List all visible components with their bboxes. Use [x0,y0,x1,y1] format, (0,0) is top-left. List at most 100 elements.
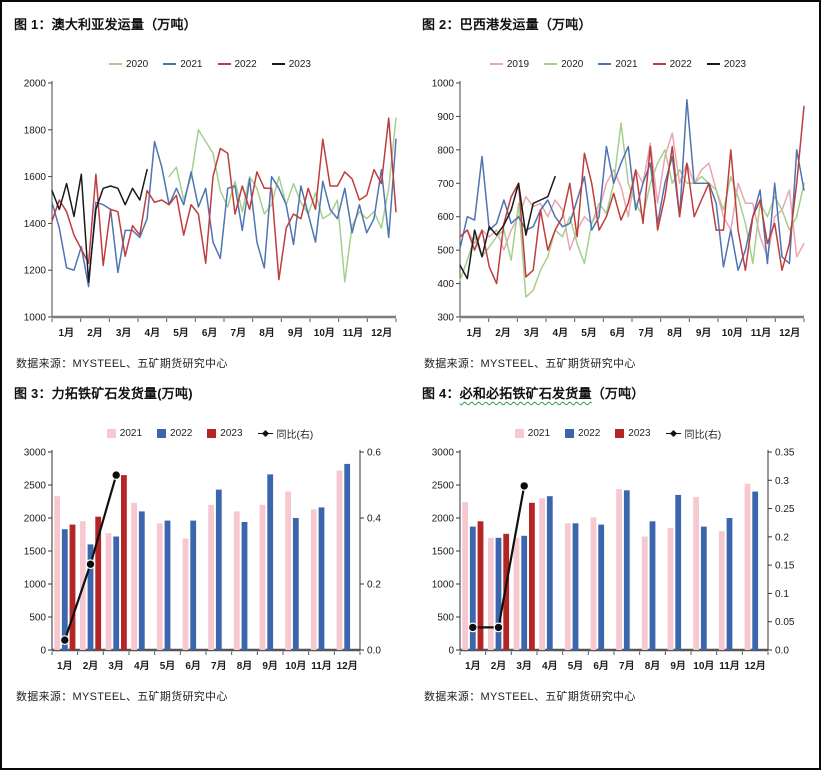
svg-text:0: 0 [448,646,454,657]
svg-text:1500: 1500 [432,547,455,558]
svg-text:1800: 1800 [24,125,47,136]
svg-text:0.0: 0.0 [775,646,789,657]
svg-text:3000: 3000 [432,448,455,459]
svg-text:1200: 1200 [24,266,47,277]
figure-3-legend: 2021 2022 2023 同比(右) [14,426,406,441]
svg-text:0.35: 0.35 [775,448,795,459]
svg-text:4月: 4月 [134,660,150,672]
figure-3-plot: 3000 2500 2000 1500 1000 500 0 0.6 0.4 0.2 0.0 1月 2月… [24,448,382,673]
svg-text:0.2: 0.2 [367,580,381,591]
figure-4-legend: 2021 2022 2023 同比(右) [422,426,814,441]
legend-label: 2023 [220,427,243,439]
svg-text:5月: 5月 [173,327,189,339]
svg-text:9月: 9月 [670,660,686,672]
series-line-swatch-icon [706,63,720,65]
svg-text:12月: 12月 [745,660,766,672]
legend-item-2023: 2023 [271,58,311,70]
figure-4-title: 图 4：必和必拓铁矿石发货量（万吨） [422,386,645,401]
legend-item-2019: 2019 [489,59,529,70]
legend-label: 2022 [669,58,692,70]
svg-text:4月: 4月 [542,660,558,672]
svg-text:5月: 5月 [160,660,176,672]
legend-label: 同比(右) [684,429,722,441]
legend-item-: 同比(右) [665,426,722,441]
svg-text:5月: 5月 [581,327,597,339]
svg-text:1月: 1月 [59,327,75,339]
svg-text:7月: 7月 [619,660,635,672]
legend-item-2022: 2022 [157,428,192,439]
svg-text:6月: 6月 [202,327,218,339]
figure-1-title: 图 1：澳大利亚发运量（万吨） [14,17,197,32]
figure-4-plot: 3000 2500 2000 1500 1000 500 0 0.35 0.3 0.25 0.2 0.… [432,448,795,673]
series-box-swatch-icon [157,428,167,438]
svg-text:8月: 8月 [237,660,253,672]
legend-item-2021: 2021 [106,428,142,439]
legend-label: 2023 [628,427,651,439]
svg-text:9月: 9月 [696,327,712,339]
legend-label: 2022 [234,58,257,70]
series-box-swatch-icon [565,428,575,438]
figure-1: 图 1：澳大利亚发运量（万吨） 2020 2021 2022 2023 2000 180… [14,10,406,373]
svg-text:0.1: 0.1 [775,589,789,600]
legend-item-2023: 2023 [706,59,746,70]
series-line-swatch-icon [598,63,612,65]
svg-text:8月: 8月 [645,660,661,672]
svg-text:700: 700 [437,179,454,190]
svg-text:0.2: 0.2 [775,532,789,543]
series-line-swatch-icon [109,63,122,65]
legend-item-2022: 2022 [652,58,692,70]
svg-text:11月: 11月 [751,327,772,339]
svg-text:800: 800 [437,145,454,156]
left-column: 图 1：澳大利亚发运量（万吨） 2020 2021 2022 2023 2000 180… [14,10,406,762]
legend-item-2022: 2022 [565,428,600,439]
svg-text:1月: 1月 [467,327,483,339]
svg-text:9月: 9月 [288,327,304,339]
svg-text:2月: 2月 [87,327,103,339]
svg-text:12月: 12月 [337,660,358,672]
svg-text:2000: 2000 [24,79,47,90]
svg-text:10月: 10月 [722,327,743,339]
yoy-line-diamond-icon [665,429,681,438]
svg-text:500: 500 [437,246,454,257]
svg-text:2月: 2月 [495,327,511,339]
figure-2-source: 数据来源：MYSTEEL、五矿期货研究中心 [424,358,636,370]
figure-2-title: 图 2：巴西港发运量（万吨） [422,17,592,32]
series-box-swatch-icon [615,428,625,438]
svg-text:1400: 1400 [24,219,47,230]
svg-text:11月: 11月 [343,327,364,339]
svg-text:1500: 1500 [24,547,47,558]
svg-text:3月: 3月 [516,660,532,672]
figure-3-title: 图 3：力拓铁矿石发货量(万吨) [14,386,193,401]
figure-1-source: 数据来源：MYSTEEL、五矿期货研究中心 [16,358,228,370]
series-line-swatch-icon [217,63,231,65]
svg-text:10月: 10月 [314,327,335,339]
series-line-swatch-icon [652,63,666,65]
svg-text:300: 300 [437,313,454,324]
series-line-swatch-icon [163,63,177,65]
series-box-swatch-icon [207,428,217,438]
svg-text:8月: 8月 [259,327,275,339]
svg-text:1000: 1000 [432,580,455,591]
svg-text:0.15: 0.15 [775,561,795,572]
series-line-swatch-icon [489,63,503,65]
svg-text:11月: 11月 [719,660,740,672]
svg-text:1000: 1000 [432,79,455,90]
svg-text:1月: 1月 [57,660,73,672]
svg-text:0: 0 [40,646,46,657]
svg-text:4月: 4月 [553,327,569,339]
svg-text:900: 900 [437,112,454,123]
svg-text:9月: 9月 [262,660,278,672]
svg-text:1000: 1000 [24,313,47,324]
legend-label: 同比(右) [276,429,314,441]
figure-2: 图 2：巴西港发运量（万吨） 2019 2020 2021 2022 2023 1000… [422,10,814,373]
legend-label: 2023 [288,58,311,70]
svg-text:2500: 2500 [24,481,47,492]
svg-text:3月: 3月 [108,660,124,672]
legend-item-2020: 2020 [544,59,583,70]
series-line-swatch-icon [544,63,558,65]
svg-text:2000: 2000 [432,514,455,525]
svg-text:0.4: 0.4 [367,514,381,525]
legend-label: 2021 [615,58,638,70]
figure-1-legend: 2020 2021 2022 2023 [14,57,406,71]
